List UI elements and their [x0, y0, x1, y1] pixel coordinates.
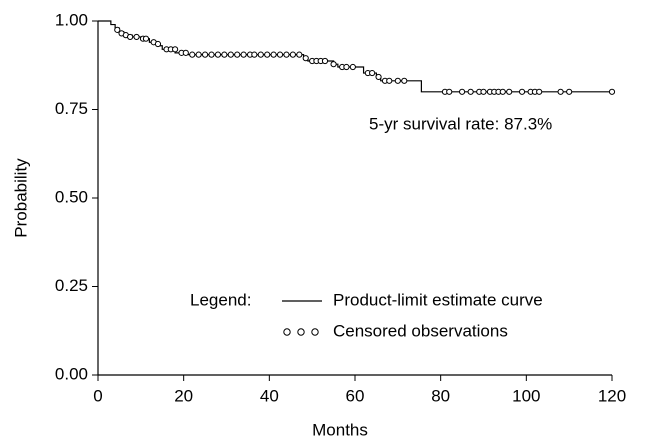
x-tick-label: 120: [598, 386, 626, 405]
censored-point: [446, 88, 453, 95]
censored-point: [375, 73, 382, 81]
legend-marker: [283, 328, 291, 336]
legend-label: Product-limit estimate curve: [333, 290, 543, 309]
censored-point: [608, 88, 616, 95]
censored-point: [394, 77, 401, 84]
legend-marker: [297, 328, 305, 336]
censored-point: [189, 51, 196, 58]
censored-point: [240, 51, 247, 58]
censored-point: [302, 55, 309, 62]
censored-point: [182, 49, 189, 56]
censored-point: [208, 51, 215, 58]
censored-point: [283, 51, 290, 58]
censored-point: [195, 51, 202, 58]
legend-marker: [311, 328, 319, 336]
censored-point: [480, 88, 487, 95]
censored-point: [221, 51, 228, 58]
censored-point: [557, 88, 564, 95]
censored-point: [330, 61, 337, 68]
x-tick-label: 20: [174, 386, 193, 405]
censored-point: [467, 88, 474, 95]
censored-point: [264, 51, 271, 58]
censored-point: [349, 63, 356, 71]
y-tick-label: 0.25: [55, 276, 88, 295]
y-tick-label: 1.00: [55, 10, 88, 29]
censored-point: [458, 88, 466, 95]
censored-point: [227, 51, 234, 58]
censored-point: [343, 63, 350, 71]
x-tick-label: 60: [346, 386, 365, 405]
censored-point: [270, 51, 277, 58]
censored-point: [214, 51, 222, 58]
censored-point: [142, 35, 150, 42]
censored-point: [133, 33, 140, 41]
survival-curve: [98, 20, 612, 93]
censored-point: [401, 77, 408, 84]
legend-label: Censored observations: [333, 321, 508, 340]
x-axis-label: Months: [312, 420, 368, 439]
censored-point: [369, 69, 376, 77]
censored-point: [536, 88, 543, 95]
y-tick-label: 0.50: [55, 187, 88, 206]
x-tick-label: 100: [512, 386, 540, 405]
legend-title: Legend:: [190, 290, 251, 309]
censored-point: [296, 51, 303, 58]
censored-point: [172, 46, 179, 53]
censored-point: [276, 51, 284, 58]
censored-point: [257, 51, 264, 58]
y-axis-label: Probability: [11, 158, 30, 238]
censored-point: [506, 88, 513, 95]
y-tick-label: 0.75: [55, 99, 88, 118]
censored-point: [251, 51, 258, 58]
censored-point: [127, 33, 134, 41]
censored-point: [321, 57, 329, 65]
censored-point: [234, 51, 241, 58]
censored-point: [518, 88, 526, 95]
censored-point: [201, 51, 209, 58]
censored-point: [566, 88, 573, 95]
y-tick-label: 0.00: [55, 364, 88, 383]
censored-point: [114, 26, 121, 33]
x-tick-label: 40: [260, 386, 279, 405]
censored-point: [289, 51, 296, 58]
x-tick-label: 80: [431, 386, 450, 405]
censored-point: [386, 77, 393, 84]
x-tick-label: 0: [93, 386, 102, 405]
annotation: 5-yr survival rate: 87.3%: [369, 114, 552, 133]
censored-point: [499, 88, 506, 95]
censored-point: [154, 40, 162, 48]
